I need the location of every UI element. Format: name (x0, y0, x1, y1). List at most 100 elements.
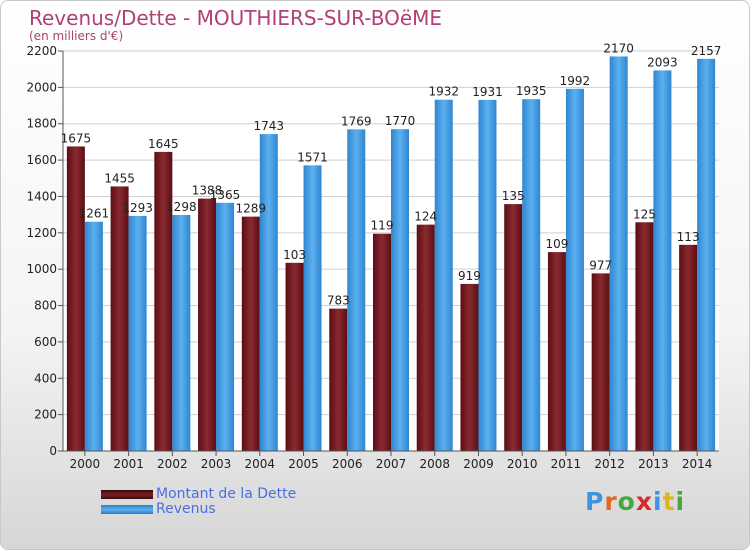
data-label-revenus: 1261 (79, 207, 110, 221)
data-label-dette: 1388 (192, 184, 223, 198)
data-label-revenus: 1769 (341, 114, 372, 128)
data-label-dette: 1645 (148, 137, 179, 151)
bar-dette (635, 222, 654, 451)
y-tick-label: 600 (34, 335, 57, 349)
legend-swatch-revenus (101, 505, 153, 514)
data-label-dette: 1675 (61, 131, 92, 145)
bar-dette (329, 308, 348, 451)
logo-letter: t (662, 487, 676, 516)
x-tick-label: 2013 (638, 457, 669, 471)
bar-dette (285, 262, 304, 451)
data-label-revenus: 1935 (516, 84, 547, 98)
bar-dette (547, 252, 566, 451)
bar-revenus (128, 215, 147, 451)
logo-letter: x (635, 487, 653, 516)
bar-revenus (84, 221, 103, 451)
bar-revenus (522, 99, 541, 451)
data-label-dette: 1455 (104, 171, 135, 185)
x-tick-label: 2012 (594, 457, 625, 471)
x-tick-label: 2003 (201, 457, 232, 471)
bar-dette (154, 151, 173, 451)
data-label-revenus: 2093 (647, 55, 678, 69)
y-tick-label: 2200 (26, 44, 57, 58)
bar-dette (504, 204, 523, 451)
x-tick-label: 2007 (376, 457, 407, 471)
data-label-dette: 1289 (236, 202, 267, 216)
data-label-revenus: 1293 (122, 201, 153, 215)
x-tick-label: 2004 (245, 457, 276, 471)
x-tick-label: 2011 (551, 457, 582, 471)
data-label-revenus: 1770 (385, 114, 416, 128)
legend-swatch-dette (101, 490, 153, 499)
x-tick-label: 2006 (332, 457, 363, 471)
data-label-dette: 103 (283, 248, 306, 262)
logo-letter: i (675, 487, 686, 516)
legend-label-revenus: Revenus (156, 501, 216, 517)
data-label-revenus: 1365 (210, 188, 241, 202)
bar-revenus (347, 129, 366, 451)
y-tick-label: 800 (34, 299, 57, 313)
logo-letter: P (585, 487, 605, 516)
data-label-dette: 919 (458, 269, 481, 283)
bar-revenus (609, 56, 628, 452)
bar-dette (416, 224, 435, 451)
bar-revenus (216, 202, 235, 451)
bar-revenus (259, 134, 278, 451)
y-tick-label: 1600 (26, 153, 57, 167)
y-tick-label: 0 (49, 444, 57, 458)
x-tick-label: 2000 (70, 457, 101, 471)
x-tick-label: 2010 (507, 457, 538, 471)
data-label-revenus: 1571 (297, 150, 328, 164)
bar-revenus (303, 165, 322, 451)
bar-dette (198, 198, 217, 451)
bar-dette (591, 273, 610, 451)
x-tick-label: 2008 (419, 457, 450, 471)
bar-dette (460, 283, 479, 451)
x-tick-label: 2002 (157, 457, 188, 471)
y-tick-label: 1800 (26, 117, 57, 131)
x-tick-label: 2009 (463, 457, 494, 471)
y-tick-label: 1400 (26, 189, 57, 203)
logo-letter: i (653, 487, 663, 516)
data-label-revenus: 1992 (560, 74, 591, 88)
data-label-revenus: 1932 (428, 85, 459, 99)
bar-revenus (478, 99, 497, 451)
x-tick-label: 2001 (113, 457, 144, 471)
y-tick-label: 1000 (26, 262, 57, 276)
chart-title: Revenus/Dette - MOUTHIERS-SUR-BOëME (29, 6, 443, 30)
data-label-dette: 124 (414, 210, 437, 224)
bar-revenus (434, 99, 453, 452)
data-label-revenus: 1298 (166, 200, 197, 214)
bar-revenus (172, 215, 191, 451)
bar-revenus (565, 88, 584, 452)
data-label-dette: 119 (371, 219, 394, 233)
bar-revenus (697, 58, 716, 452)
bar-revenus (653, 70, 672, 452)
proxiti-logo: Proxiti (585, 487, 685, 516)
data-label-dette: 977 (589, 258, 612, 272)
data-label-revenus: 2157 (691, 44, 722, 58)
data-label-dette: 783 (327, 294, 350, 308)
bar-dette (241, 216, 260, 451)
x-tick-label: 2014 (682, 457, 713, 471)
data-label-revenus: 1743 (254, 119, 285, 133)
logo-letter: o (617, 487, 636, 516)
x-tick-label: 2005 (288, 457, 319, 471)
data-label-revenus: 1931 (472, 85, 503, 99)
data-label-dette: 135 (502, 189, 525, 203)
data-label-dette: 125 (633, 207, 656, 221)
bar-dette (66, 146, 85, 452)
bar-dette (373, 233, 391, 451)
bar-revenus (391, 129, 409, 451)
bar-dette (110, 186, 129, 452)
y-tick-label: 2000 (26, 80, 57, 94)
y-tick-label: 1200 (26, 226, 57, 240)
data-label-revenus: 2170 (603, 41, 634, 55)
data-label-dette: 109 (545, 237, 568, 251)
data-label-dette: 113 (677, 230, 700, 244)
y-tick-label: 400 (34, 371, 57, 385)
logo-letter: r (604, 487, 618, 516)
legend-label-dette: Montant de la Dette (156, 486, 297, 502)
